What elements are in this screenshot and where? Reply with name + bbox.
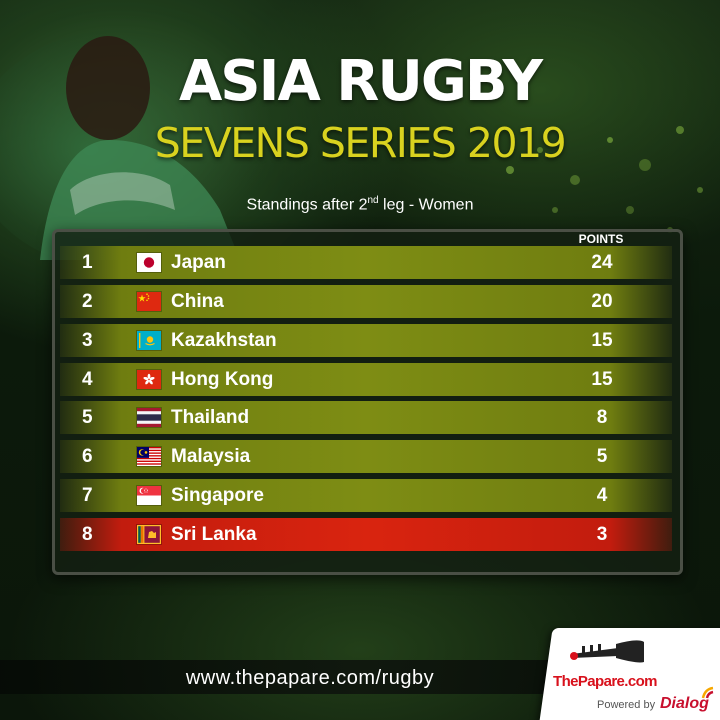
points-column-header: POINTS: [578, 232, 624, 246]
row-background: [60, 363, 672, 396]
points-value: 5: [596, 446, 608, 467]
table-row: 6 Malaysia 5: [60, 440, 672, 473]
row-background: [60, 401, 672, 434]
points-value: 3: [596, 524, 608, 545]
dialog-sponsor-text: Dialog: [660, 695, 709, 712]
table-row: 1 Japan 24: [60, 246, 672, 279]
standings-subtitle: Standings after 2nd leg - Women: [0, 190, 720, 216]
table-row: 4 Hong Kong 15: [60, 363, 672, 396]
points-value: 4: [596, 485, 608, 506]
points-value: 15: [591, 330, 613, 351]
row-background: [60, 285, 672, 318]
kazakhstan-flag-icon: [137, 331, 161, 350]
row-background: [60, 440, 672, 473]
points-value: 15: [591, 369, 613, 390]
table-row-highlighted: 8 Sri Lanka 3: [60, 518, 672, 551]
table-row: 3 Kazakhstan 15: [60, 324, 672, 357]
thailand-flag-icon: [137, 408, 161, 427]
subtitle-ordinal-suffix: nd: [367, 195, 379, 206]
rank: 7: [82, 485, 93, 506]
country-name: Malaysia: [171, 446, 251, 467]
rank: 6: [82, 446, 93, 467]
country-name: China: [171, 291, 224, 312]
country-name: Kazakhstan: [171, 330, 277, 351]
country-name: Hong Kong: [171, 369, 274, 390]
rank: 5: [82, 407, 93, 428]
china-flag-icon: [137, 292, 161, 311]
sri-lanka-flag-icon: [137, 525, 161, 544]
rank: 3: [82, 330, 93, 351]
title-asia-rugby: ASIA RUGBY: [178, 49, 543, 114]
thepapare-brand-text: ThePapare.com: [553, 673, 658, 690]
malaysia-flag-icon: [137, 447, 161, 466]
trumpet-logo-icon: [570, 640, 644, 663]
website-url[interactable]: www.thepapare.com/rugby: [185, 667, 435, 689]
table-row: 2 China 20: [60, 285, 672, 318]
subtitle-text-before: Standings after 2: [246, 196, 368, 214]
row-background: [60, 324, 672, 357]
powered-by-text: Powered by: [597, 699, 656, 711]
row-background: [60, 479, 672, 512]
hong-kong-flag-icon: [137, 370, 161, 389]
country-name: Thailand: [171, 407, 250, 428]
japan-flag-icon: [137, 253, 161, 272]
country-name: Japan: [171, 252, 226, 273]
dialog-logo-icon: [701, 686, 714, 699]
subtitle-text-after: leg - Women: [378, 196, 474, 214]
points-value: 8: [596, 407, 608, 428]
title-sevens-series: SEVENS SERIES 2019: [154, 119, 567, 167]
points-value: 24: [591, 252, 613, 273]
country-name: Singapore: [171, 485, 264, 506]
rank: 1: [82, 252, 93, 273]
points-value: 20: [591, 291, 613, 312]
rank: 8: [82, 524, 93, 545]
country-name: Sri Lanka: [171, 524, 257, 545]
singapore-flag-icon: [137, 486, 161, 505]
rank: 4: [82, 369, 93, 390]
row-background: [60, 246, 672, 279]
row-background: [60, 518, 672, 551]
table-row: 7 Singapore 4: [60, 479, 672, 512]
table-row: 5 Thailand 8: [60, 401, 672, 434]
rank: 2: [82, 291, 93, 312]
